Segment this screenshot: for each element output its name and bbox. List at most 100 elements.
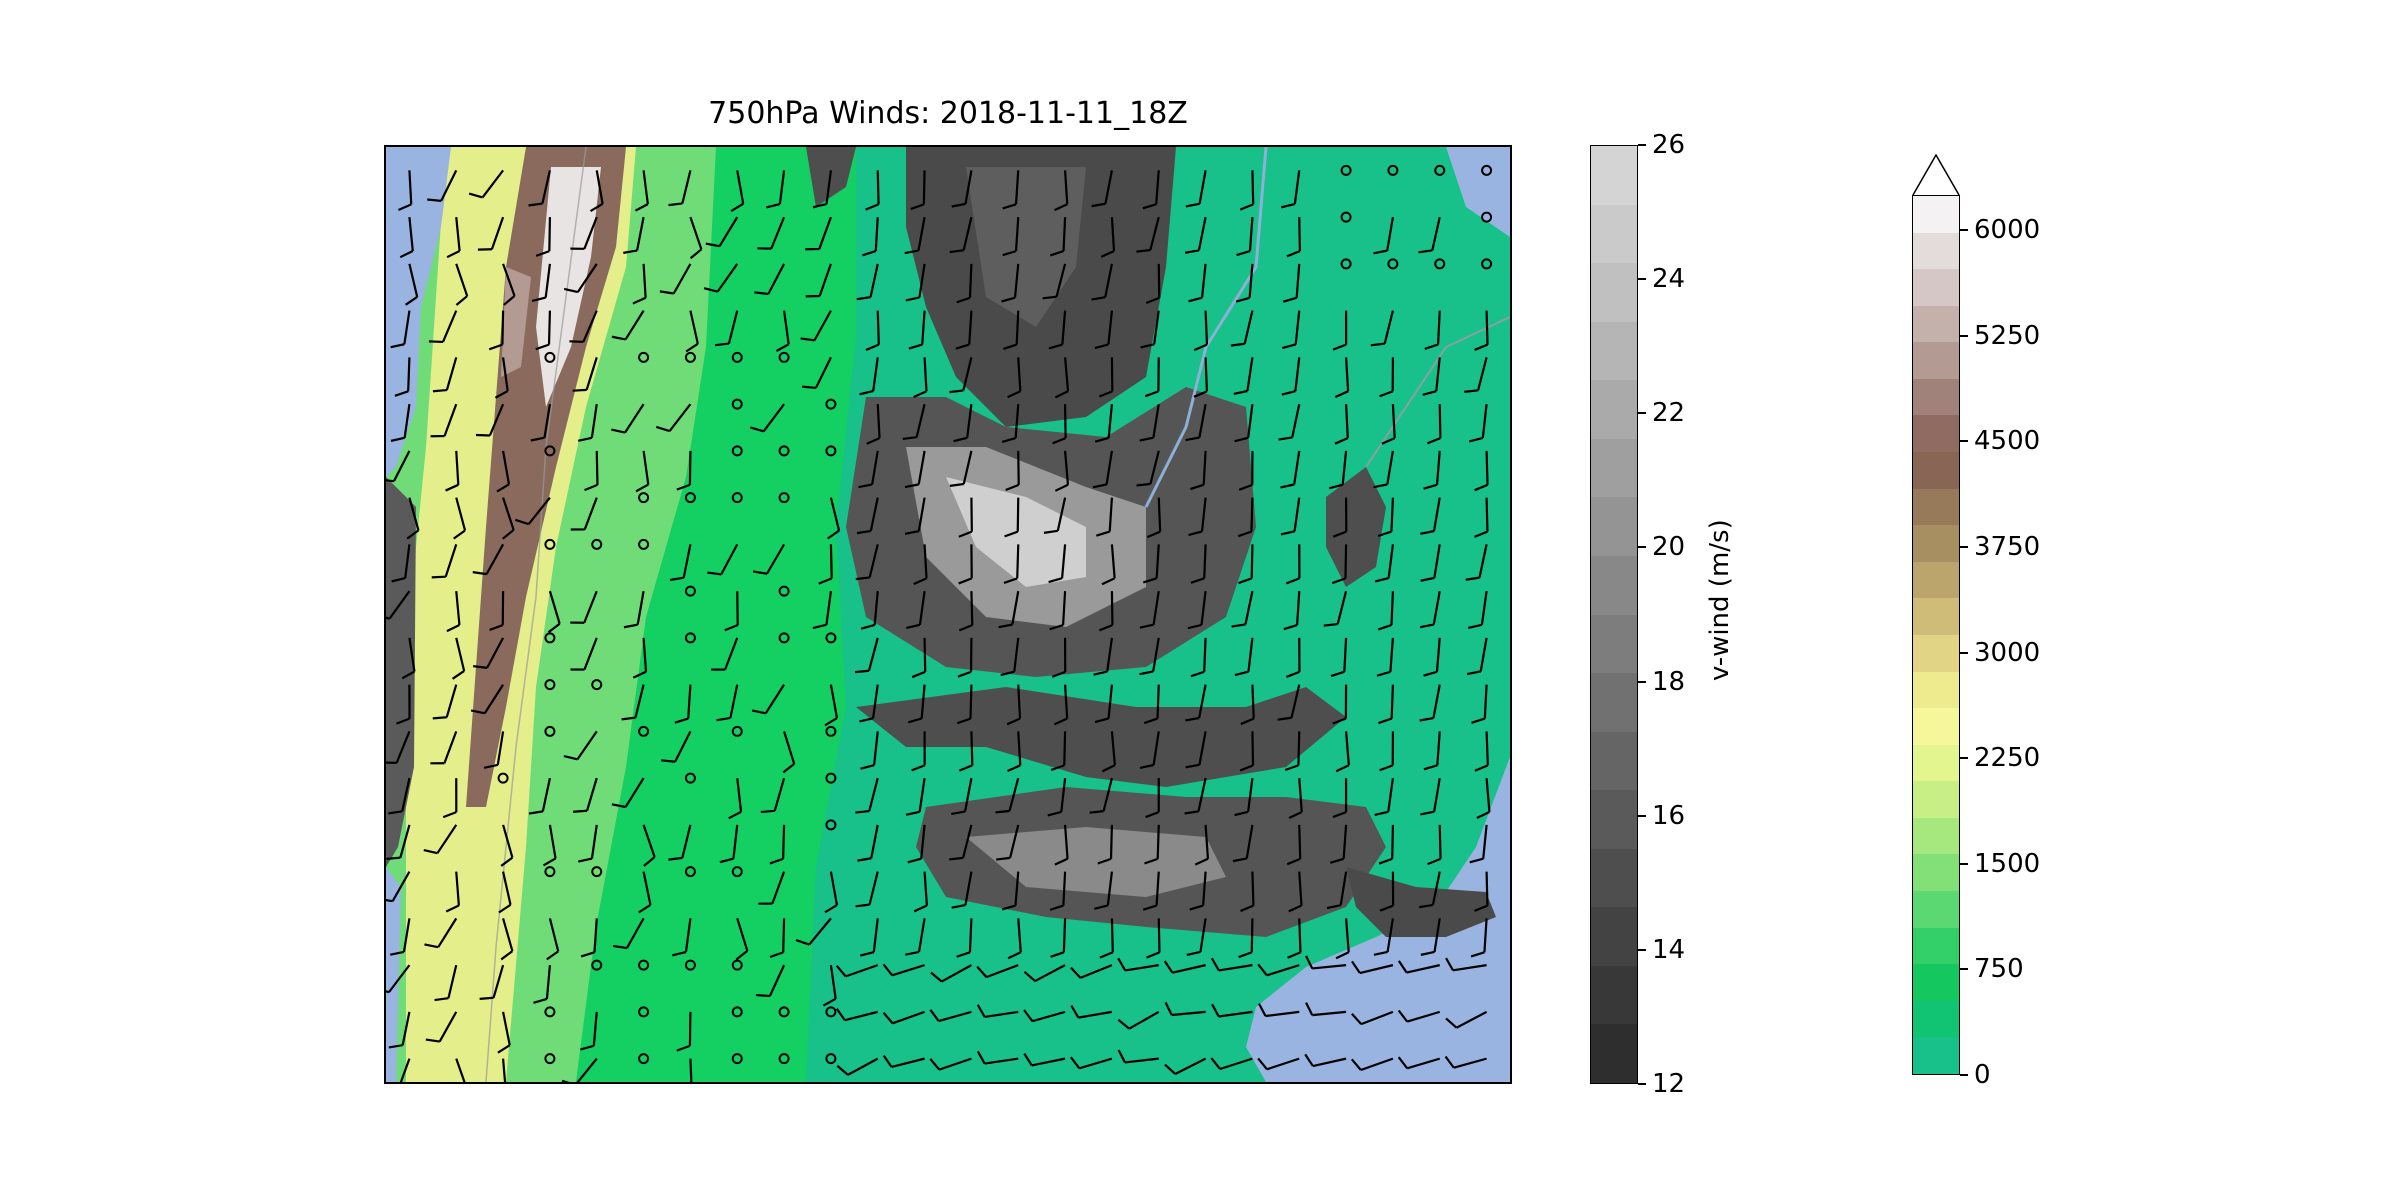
wind-barb <box>1374 544 1395 583</box>
wind-barb <box>1099 918 1114 959</box>
wind-barb <box>731 398 743 410</box>
wind-barb <box>1145 778 1160 819</box>
wind-barb <box>401 637 416 680</box>
terrain-colorbar-tick-mark <box>1960 440 1968 443</box>
wind-barb <box>655 403 692 433</box>
wind-barb <box>995 777 1020 814</box>
wind-barb <box>751 684 786 715</box>
wind-barb <box>1002 170 1020 210</box>
wind-barb <box>782 731 796 774</box>
wind-barb <box>489 591 505 631</box>
wind-barb <box>638 725 650 737</box>
wind-barb <box>1053 684 1069 726</box>
wind-barb <box>611 310 645 341</box>
wind-barb <box>1023 1009 1066 1023</box>
wind-barb <box>860 731 879 770</box>
wind-barb <box>1003 544 1020 584</box>
vwind-colorbar-segment <box>1591 731 1637 791</box>
wind-barb <box>857 824 879 862</box>
wind-barb <box>826 497 841 540</box>
terrain-colorbar-tick-mark <box>1960 968 1968 971</box>
vwind-coastal-strip <box>386 477 416 867</box>
wind-barb <box>1334 357 1350 399</box>
wind-barb <box>825 772 837 784</box>
terrain-colorbar-segment <box>1913 927 1959 965</box>
wind-barb <box>1287 918 1302 959</box>
wind-barb <box>913 871 928 913</box>
vwind-colorbar-segment <box>1591 907 1637 966</box>
wind-barb <box>577 403 598 442</box>
vwind-colorbar-segment <box>1591 438 1637 498</box>
wind-barb <box>584 450 599 492</box>
wind-barb <box>1001 404 1020 444</box>
wind-barb <box>778 585 790 597</box>
wind-barb <box>531 263 552 302</box>
wind-barb <box>862 217 879 257</box>
wind-barb <box>856 263 879 301</box>
wind-barb <box>434 964 458 1002</box>
wind-barb <box>468 169 504 199</box>
wind-barb <box>731 959 743 971</box>
wind-barb <box>1351 1010 1394 1026</box>
wind-barb <box>1370 310 1394 347</box>
wind-barb <box>668 170 692 207</box>
wind-barb <box>766 170 786 209</box>
wind-barb <box>911 637 927 679</box>
wind-barb <box>1474 871 1489 912</box>
wind-barb <box>501 1058 507 1082</box>
wind-barb <box>1049 217 1067 257</box>
wind-barb <box>1002 217 1020 257</box>
wind-barb <box>778 351 790 363</box>
wind-barb <box>1139 637 1160 676</box>
vwind-colorbar-tick-mark <box>1638 546 1646 549</box>
wind-barb <box>812 170 833 209</box>
terrain-colorbar-segment <box>1913 488 1959 526</box>
wind-barb <box>1420 497 1441 535</box>
wind-barb <box>535 310 552 351</box>
wind-barb <box>707 543 739 576</box>
terrain-colorbar-tick-label: 3750 <box>1974 532 2041 562</box>
wind-barb <box>1091 263 1113 301</box>
wind-barb <box>1340 258 1352 270</box>
wind-barb <box>902 403 926 441</box>
wind-barb <box>542 824 557 867</box>
wind-barb <box>1098 357 1114 398</box>
wind-barb <box>1052 404 1067 445</box>
wind-barb <box>908 310 926 350</box>
wind-barb <box>570 637 598 671</box>
vwind-colorbar-tick-mark <box>1638 278 1646 281</box>
wind-barb <box>470 684 505 715</box>
wind-barb <box>570 497 598 531</box>
wind-barb <box>1464 357 1488 393</box>
wind-barb <box>1481 164 1493 176</box>
wind-barb <box>1422 357 1441 396</box>
wind-barb <box>795 917 832 946</box>
wind-barb <box>910 170 926 211</box>
terrain-colorbar-segment <box>1913 634 1959 672</box>
wind-barb <box>1476 778 1491 820</box>
wind-barb <box>1240 871 1255 912</box>
wind-barb <box>1351 960 1394 975</box>
wind-barb <box>638 871 652 914</box>
wind-barb <box>1236 217 1254 257</box>
wind-barb <box>1146 918 1161 959</box>
wind-barb <box>1466 637 1488 676</box>
wind-barb <box>731 492 743 504</box>
wind-barb <box>858 450 879 489</box>
wind-barb <box>775 310 790 352</box>
wind-barb <box>477 216 505 251</box>
wind-barb <box>719 824 739 864</box>
wind-barb <box>949 357 973 394</box>
wind-barb <box>1469 824 1488 864</box>
wind-barb <box>483 731 505 769</box>
wind-barb <box>1048 544 1067 584</box>
wind-barb <box>1047 778 1067 817</box>
wind-barb <box>1049 871 1067 911</box>
terrain-colorbar-segment <box>1913 342 1959 379</box>
wind-barb <box>544 679 556 691</box>
vwind-colorbar-tick-label: 20 <box>1652 532 1686 563</box>
wind-barb <box>1326 871 1348 910</box>
wind-barb <box>1328 450 1348 490</box>
wind-barb <box>386 730 411 764</box>
wind-barb <box>442 778 458 819</box>
